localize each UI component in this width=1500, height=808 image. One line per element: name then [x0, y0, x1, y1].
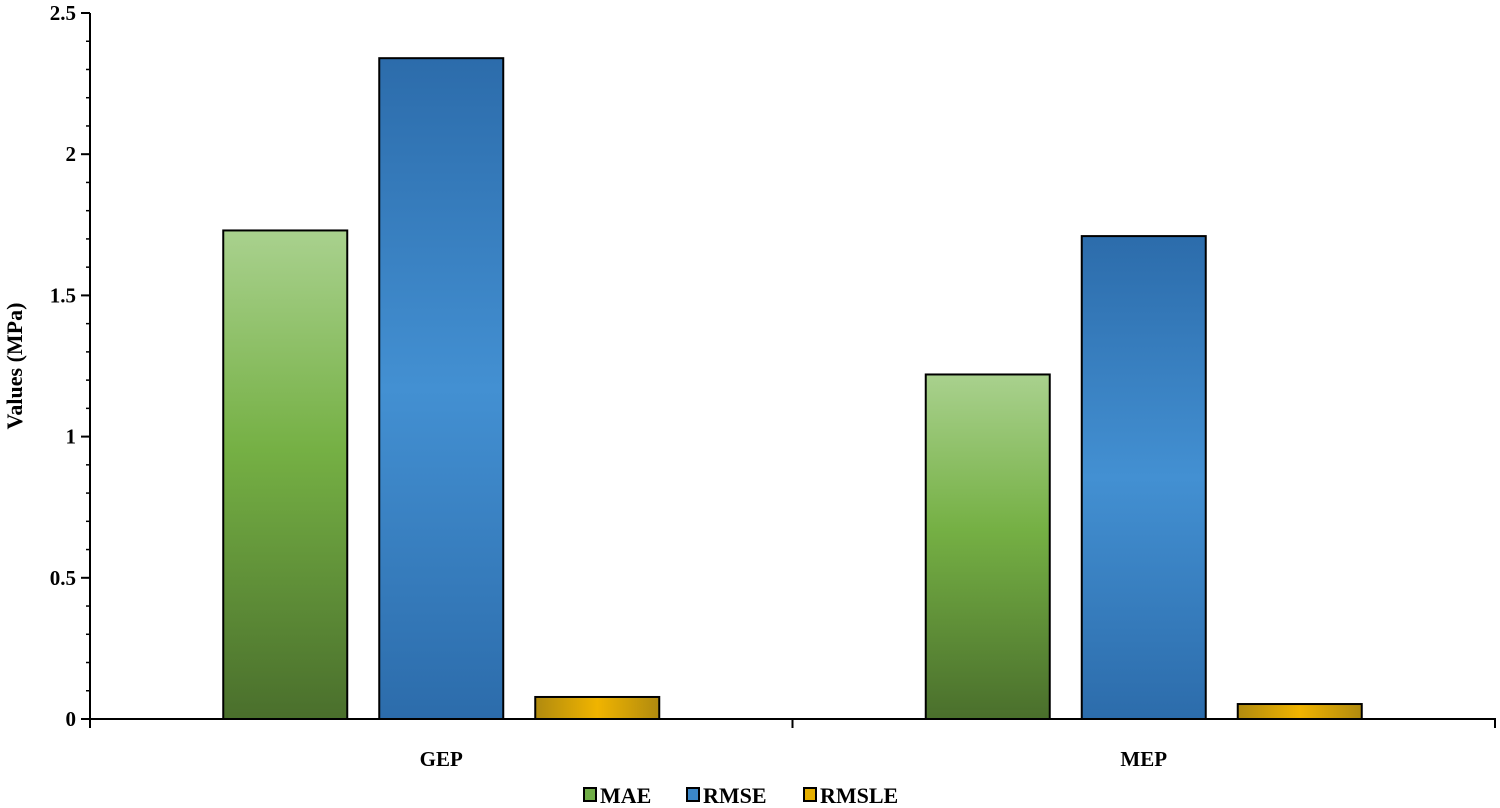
y-tick-label: 0: [66, 707, 77, 731]
y-tick-label: 2.5: [50, 1, 76, 25]
legend-swatch-rmse: [686, 787, 700, 802]
bar-gep-mae: [222, 229, 349, 720]
legend-label-rmsle: RMSLE: [820, 783, 898, 808]
legend: MAE RMSE RMSLE: [583, 783, 898, 808]
bar-mep-rmse: [1080, 235, 1207, 720]
legend-swatch-mae: [583, 787, 597, 802]
bar-mep-rmsle: [1236, 703, 1363, 720]
y-tick-label: 0.5: [50, 566, 76, 590]
x-tick-label: MEP: [1120, 747, 1167, 771]
bar-gep-rmsle: [534, 695, 661, 720]
x-tick-label: GEP: [420, 747, 463, 771]
y-axis-label: Values (MPa): [2, 303, 27, 430]
y-tick-label: 1: [66, 425, 77, 449]
y-tick-label: 2: [66, 142, 77, 166]
y-tick-label: 1.5: [50, 283, 76, 307]
legend-label-rmse: RMSE: [703, 783, 767, 808]
bar-mep-mae: [924, 373, 1051, 720]
legend-swatch-rmsle: [803, 787, 817, 802]
bar-gep-rmse: [378, 57, 505, 720]
legend-label-mae: MAE: [600, 783, 651, 808]
